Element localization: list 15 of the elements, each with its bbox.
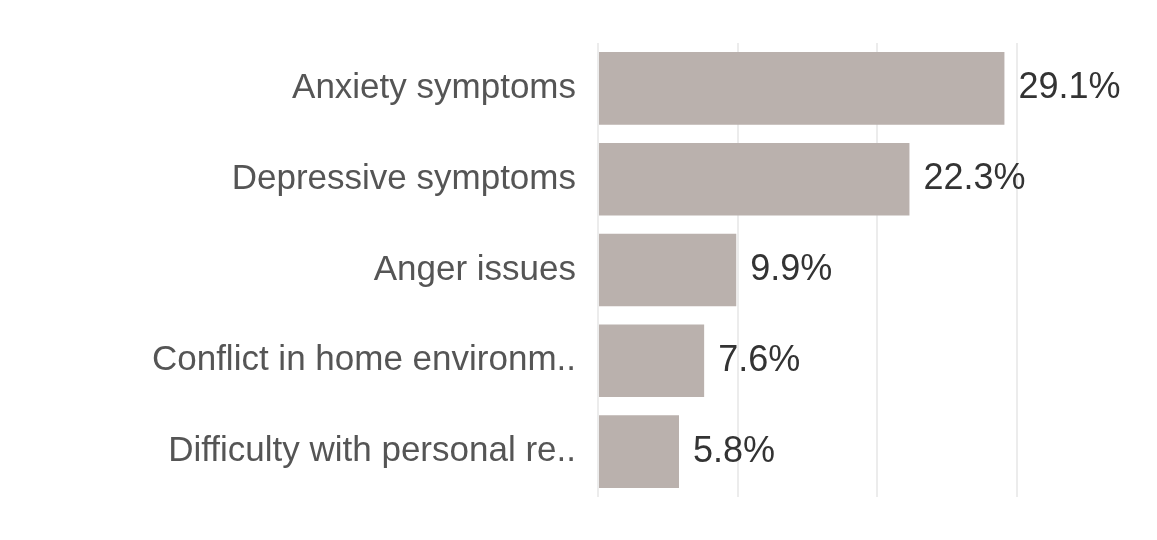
data-label: 29.1% xyxy=(1018,65,1121,107)
bar xyxy=(599,324,705,398)
data-label: 9.9% xyxy=(750,246,833,288)
data-label: 5.8% xyxy=(693,428,776,470)
bar xyxy=(599,52,1005,125)
data-label: 7.6% xyxy=(718,337,801,379)
data-label: 22.3% xyxy=(923,156,1026,198)
bar xyxy=(599,415,680,488)
bar xyxy=(599,233,737,307)
y-tick-label: Anxiety symptoms xyxy=(292,66,576,106)
y-tick-label: Depressive symptoms xyxy=(231,156,576,196)
y-tick-label: Anger issues xyxy=(373,247,576,287)
y-tick-label: Difficulty with personal re.. xyxy=(168,429,576,469)
y-tick-label: Conflict in home environm.. xyxy=(151,338,576,378)
bar xyxy=(599,142,910,216)
